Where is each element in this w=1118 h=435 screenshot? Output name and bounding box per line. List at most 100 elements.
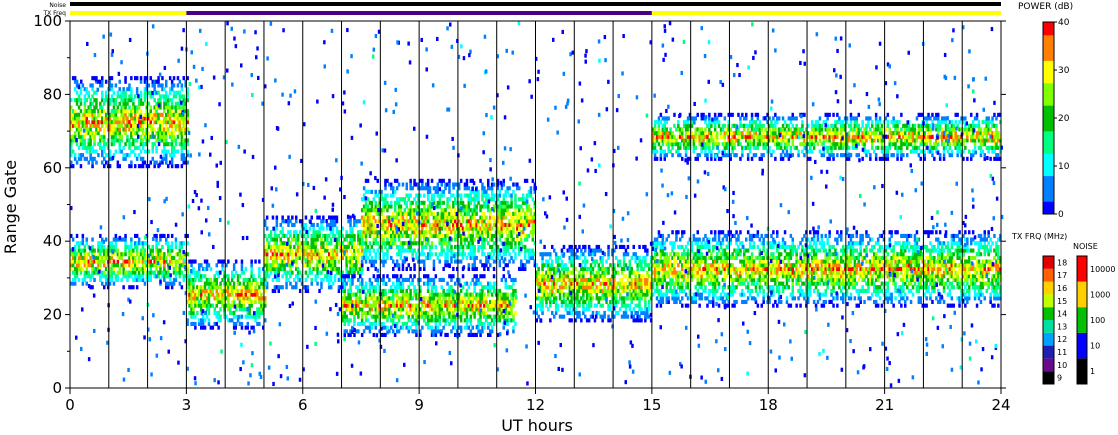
echo-cell: [265, 248, 269, 253]
echo-cell: [357, 252, 360, 257]
echo-cell: [663, 259, 666, 264]
echo-cell: [149, 274, 152, 279]
echo-cell: [440, 178, 443, 183]
echo-cell: [671, 266, 674, 271]
echo-cell: [329, 259, 333, 264]
echo-cell: [551, 266, 554, 271]
echo-cell: [473, 226, 476, 231]
echo-cell: [122, 237, 125, 242]
echo-cell: [229, 281, 232, 286]
echo-cell: [628, 303, 632, 308]
echo-cell: [873, 299, 876, 304]
echo-cell: [787, 244, 791, 249]
echo-cell: [487, 252, 490, 257]
echo-cell: [659, 248, 663, 253]
echo-cell: [601, 281, 604, 286]
echo-cell: [525, 248, 529, 253]
echo-cell: [545, 270, 548, 275]
echo-cell: [859, 244, 862, 249]
echo-cell: [642, 255, 645, 260]
echo-cell: [510, 222, 513, 227]
echo-cell: [682, 259, 686, 264]
echo-cell: [766, 270, 769, 275]
echo-cell: [826, 241, 829, 246]
echo-cell: [502, 178, 505, 183]
echo-cell: [822, 281, 826, 286]
echo-cell: [320, 248, 323, 253]
echo-cell: [874, 263, 878, 268]
echo-cell: [810, 270, 814, 275]
echo-cell: [684, 244, 688, 249]
echo-cell: [101, 270, 104, 275]
echo-cell: [842, 259, 845, 264]
echo-cell: [262, 310, 265, 315]
echo-cell: [328, 252, 331, 257]
echo-cell: [254, 318, 257, 323]
echo-cell: [741, 299, 744, 304]
echo-cell: [884, 259, 888, 264]
echo-cell: [510, 244, 513, 249]
echo-cell: [551, 310, 554, 315]
echo-cell: [347, 244, 350, 249]
echo-cell: [582, 296, 585, 301]
echo-cell: [314, 277, 317, 282]
echo-cell: [582, 292, 585, 297]
echo-cell: [510, 219, 513, 224]
echo-cell: [399, 226, 403, 231]
echo-cell: [669, 277, 672, 282]
echo-cell: [73, 255, 77, 260]
echo-cell: [725, 233, 729, 238]
echo-cell: [498, 215, 502, 220]
echo-cell: [413, 241, 416, 246]
echo-cell: [847, 255, 851, 260]
echo-cell: [824, 263, 827, 268]
echo-cell: [805, 237, 808, 242]
echo-cell: [423, 244, 426, 249]
echo-cell: [467, 219, 471, 224]
echo-cell: [384, 222, 387, 227]
echo-cell: [500, 226, 504, 231]
echo-cell: [774, 281, 777, 286]
echo-cell: [124, 241, 127, 246]
echo-cell: [677, 255, 680, 260]
echo-cell: [238, 314, 242, 319]
echo-cell: [153, 255, 156, 260]
echo-cell: [357, 219, 360, 224]
echo-cell: [748, 241, 752, 246]
echo-cell: [231, 274, 234, 279]
echo-cell: [597, 310, 601, 315]
echo-cell: [795, 252, 798, 257]
echo-cell: [364, 211, 368, 216]
echo-cell: [370, 215, 374, 220]
echo-cell: [661, 248, 665, 253]
echo-cell: [116, 252, 120, 257]
echo-cell: [97, 244, 100, 249]
echo-cell: [442, 233, 445, 238]
echo-cell: [626, 244, 630, 249]
echo-cell: [776, 248, 779, 253]
echo-cell: [250, 303, 253, 308]
echo-cell: [760, 277, 763, 282]
echo-cell: [834, 237, 837, 242]
echo-cell: [264, 270, 267, 275]
echo-cell: [360, 208, 364, 213]
echo-cell: [520, 259, 523, 264]
echo-cell: [298, 255, 302, 260]
echo-cell: [366, 244, 370, 249]
echo-cell: [236, 288, 240, 293]
echo-cell: [834, 259, 837, 264]
echo-cell: [424, 233, 428, 238]
echo-cell: [807, 299, 810, 304]
echo-cell: [331, 259, 335, 264]
echo-cell: [295, 274, 298, 279]
echo-cell: [382, 255, 385, 260]
echo-cell: [104, 248, 108, 253]
echo-cell: [374, 208, 377, 213]
echo-cell: [73, 244, 77, 249]
echo-cell: [89, 255, 92, 260]
echo-cell: [461, 237, 465, 242]
echo-cell: [378, 189, 381, 194]
echo-cell: [764, 252, 767, 257]
echo-cell: [380, 193, 383, 198]
echo-cell: [624, 307, 628, 312]
